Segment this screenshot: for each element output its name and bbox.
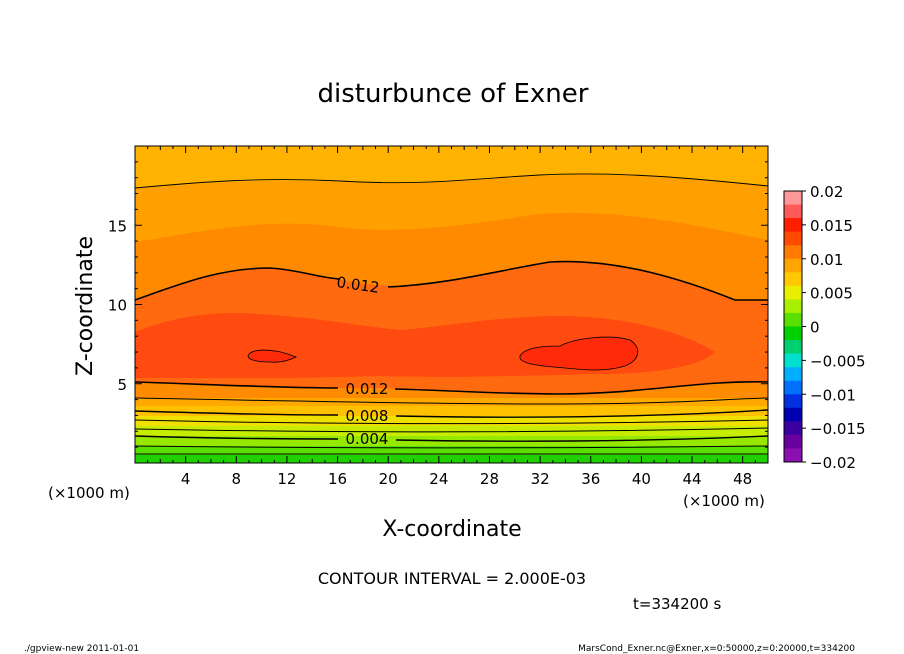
colorbar-label: 0.005 [810,285,853,303]
colorbar-swatch [784,258,802,273]
x-tick-label: 20 [379,470,398,488]
colorbar-swatch [784,204,802,219]
y-tick-label: 5 [117,376,127,394]
y-tick-label: 15 [108,217,127,235]
x-unit-right: (×1000 m) [683,492,765,510]
colorbar-label: 0 [810,319,820,337]
contour-label: 0.004 [346,430,389,448]
colorbar-swatch [784,218,802,233]
colorbar-swatch [784,407,802,422]
contour-label: 0.008 [346,407,389,425]
footer-left: ./gpview-new 2011-01-01 [24,644,139,654]
x-tick-label: 40 [632,470,651,488]
band-lower-2 [135,378,768,394]
colorbar-swatch [784,434,802,449]
footer-right: MarsCond_Exner.nc@Exner,x=0:50000,z=0:20… [578,644,855,654]
x-tick-label: 36 [581,470,600,488]
colorbar-swatch [784,285,802,300]
x-tick-label: 4 [181,470,191,488]
colorbar-swatch [784,340,802,355]
colorbar-label: −0.005 [810,352,866,370]
x-axis-label: X-coordinate [382,517,521,542]
colorbar-swatch [784,312,802,327]
x-tick-label: 24 [429,470,448,488]
x-unit-left: (×1000 m) [48,484,130,502]
colorbar-swatch [784,421,802,436]
colorbar-label: 0.01 [810,251,843,269]
max-blob-right [519,336,639,371]
x-tick-label: 28 [480,470,499,488]
colorbar-label: −0.01 [810,386,856,404]
contour-label: 0.012 [335,273,380,297]
colorbar-swatch [784,272,802,287]
colorbar-swatch [784,245,802,260]
colorbar-label: 0.02 [810,183,843,201]
colorbar-swatch [784,231,802,246]
colorbar-swatch [784,326,802,341]
colorbar-swatch [784,380,802,395]
colorbar-swatch [784,394,802,409]
x-tick-label: 44 [682,470,701,488]
contour-field [135,146,768,463]
contour-interval-note: CONTOUR INTERVAL = 2.000E-03 [318,569,586,588]
x-tick-label: 32 [531,470,550,488]
x-tick-label: 16 [328,470,347,488]
y-tick-label: 10 [108,297,127,315]
colorbar-swatch [784,353,802,368]
colorbar-swatch [784,367,802,382]
colorbar: 0.02 0.015 0.01 0.005 0 −0.005 −0.01 −0.015 −0.0… [783,183,866,472]
colorbar-label: −0.015 [810,420,866,438]
colorbar-label: 0.015 [810,217,853,235]
x-tick-label: 8 [232,470,242,488]
x-axis-ticks: 4 8 12 16 20 24 28 32 36 40 44 48 [134,146,769,488]
y-axis-ticks: 5 10 15 [108,145,768,464]
y-axis-label: Z-coordinate [73,236,98,376]
x-tick-label: 12 [277,470,296,488]
x-tick-label: 48 [733,470,752,488]
colorbar-swatch [784,191,802,206]
band-lower-9 [135,455,768,463]
colorbar-label: −0.02 [810,454,856,472]
time-label: t=334200 s [633,595,721,613]
colorbar-swatch [784,299,802,314]
max-blob-left [247,349,298,363]
contour-label: 0.012 [346,380,389,398]
colorbar-swatch [784,448,802,463]
chart-title: disturbunce of Exner [318,79,589,109]
